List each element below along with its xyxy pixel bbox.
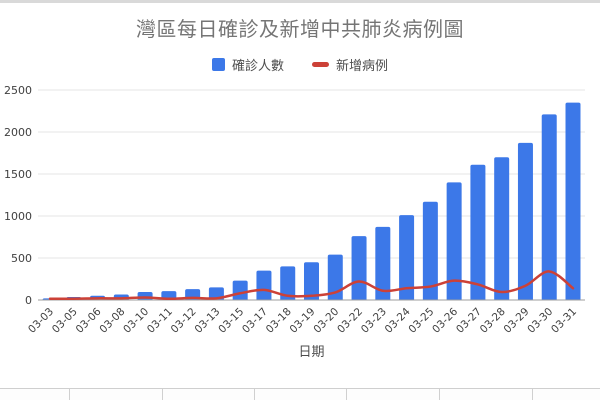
bar-03-19[interactable] [304, 262, 319, 300]
bar-03-22[interactable] [351, 236, 367, 300]
table-cell[interactable] [347, 389, 440, 400]
x-tick-label-03-29: 03-29 [502, 306, 532, 336]
confirmed-series-swatch-icon [211, 58, 225, 71]
legend-item-new-cases: 新增病例 [312, 55, 388, 74]
bar-03-17[interactable] [256, 270, 272, 300]
x-tick-label-03-03: 03-03 [26, 306, 56, 336]
x-tick-label-03-05: 03-05 [50, 306, 80, 336]
x-tick-label-03-13: 03-13 [192, 306, 222, 336]
y-tick-label: 1000 [4, 210, 32, 223]
bottom-table-row [0, 388, 600, 400]
bar-03-30[interactable] [541, 114, 557, 300]
bar-03-23[interactable] [375, 226, 391, 300]
chart-title: 灣區每日確診及新增中共肺炎病例圖 [136, 17, 464, 41]
x-tick-label-03-20: 03-20 [311, 306, 341, 336]
legend-label-confirmed: 確診人數 [231, 59, 284, 74]
x-tick-label-03-24: 03-24 [383, 305, 413, 335]
legend-item-confirmed: 確診人數 [211, 55, 284, 74]
x-tick-label-03-28: 03-28 [478, 306, 508, 336]
chart-legend: 確診人數 新增病例 [0, 55, 600, 74]
x-tick-label-03-31: 03-31 [549, 306, 579, 336]
bar-03-31[interactable] [565, 102, 581, 300]
y-tick-label: 500 [11, 252, 32, 265]
x-tick-label-03-26: 03-26 [430, 305, 460, 335]
bar-03-20[interactable] [327, 254, 343, 300]
bar-03-15[interactable] [232, 280, 248, 300]
y-tick-label: 1500 [4, 168, 32, 181]
x-tick-label-03-22: 03-22 [335, 306, 365, 336]
new-cases-trend-line[interactable] [48, 270, 575, 301]
bar-03-18[interactable] [280, 266, 296, 300]
x-tick-label-03-08: 03-08 [97, 306, 127, 336]
x-tick-label-03-15: 03-15 [216, 306, 246, 336]
x-tick-label-03-19: 03-19 [288, 306, 318, 336]
table-cell[interactable] [255, 389, 347, 400]
y-tick-label: 2500 [4, 84, 32, 97]
table-cell[interactable] [533, 389, 600, 400]
x-tick-label-03-30: 03-30 [525, 306, 555, 336]
x-tick-label-03-23: 03-23 [359, 306, 389, 336]
bar-03-27[interactable] [470, 164, 486, 300]
bar-03-26[interactable] [446, 182, 462, 300]
x-tick-label-03-11: 03-11 [145, 306, 175, 336]
legend-label-new-cases: 新增病例 [336, 59, 389, 74]
table-cell[interactable] [163, 389, 255, 400]
x-tick-label-03-17: 03-17 [240, 306, 270, 336]
bar-03-25[interactable] [422, 201, 438, 300]
x-axis-title: 日期 [298, 345, 324, 360]
x-tick-label-03-27: 03-27 [454, 306, 484, 336]
bar-03-28[interactable] [494, 157, 510, 300]
x-tick-label-03-25: 03-25 [406, 306, 436, 336]
x-tick-label-03-18: 03-18 [264, 306, 294, 336]
x-tick-label-03-10: 03-10 [121, 306, 151, 336]
y-tick-label: 2000 [4, 126, 32, 139]
top-divider [0, 0, 600, 3]
x-tick-label-03-12: 03-12 [169, 306, 199, 336]
table-cell[interactable] [0, 389, 70, 400]
table-cell[interactable] [70, 389, 163, 400]
table-cell[interactable] [440, 389, 533, 400]
x-tick-label-03-06: 03-06 [74, 305, 104, 335]
y-tick-label: 0 [25, 294, 32, 307]
bar-03-24[interactable] [399, 215, 415, 300]
new-cases-series-swatch-icon [312, 62, 329, 67]
bar-03-29[interactable] [517, 142, 533, 300]
